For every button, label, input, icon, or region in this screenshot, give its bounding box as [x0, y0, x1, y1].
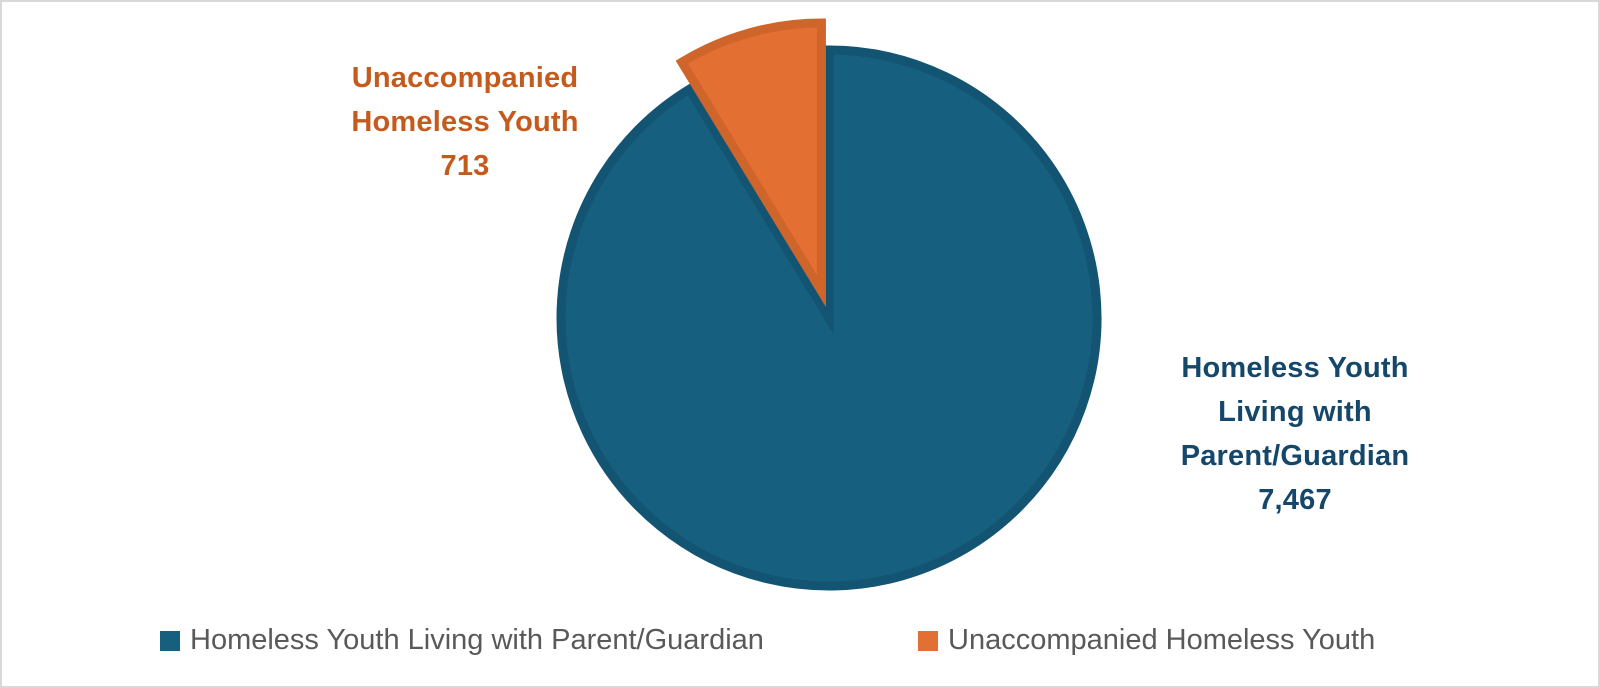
data-label-value: 713 [440, 150, 490, 182]
data-label-unaccompanied: Unaccompanied Homeless Youth 713 [300, 56, 630, 188]
legend-label: Homeless Youth Living with Parent/Guardi… [190, 624, 764, 656]
pie-slice-unaccompanied[interactable] [675, 18, 826, 308]
data-label-line: Homeless Youth [1181, 352, 1409, 384]
data-label-with-parent: Homeless Youth Living with Parent/Guardi… [1130, 346, 1460, 522]
legend-label: Unaccompanied Homeless Youth [948, 624, 1376, 656]
pie-slice-with-parent[interactable] [556, 45, 1102, 591]
chart-legend: Homeless Youth Living with Parent/Guardi… [0, 624, 1600, 664]
data-label-line: Unaccompanied [351, 62, 579, 94]
legend-swatch-icon [918, 630, 938, 651]
legend-item-unaccompanied[interactable]: Unaccompanied Homeless Youth [918, 624, 1375, 657]
legend-swatch-icon [160, 630, 180, 651]
data-label-value: 7,467 [1258, 484, 1332, 516]
data-label-line: Parent/Guardian [1180, 440, 1410, 472]
data-label-line: Living with [1218, 396, 1372, 428]
data-label-line: Homeless Youth [351, 106, 579, 138]
legend-item-with-parent[interactable]: Homeless Youth Living with Parent/Guardi… [160, 624, 764, 657]
